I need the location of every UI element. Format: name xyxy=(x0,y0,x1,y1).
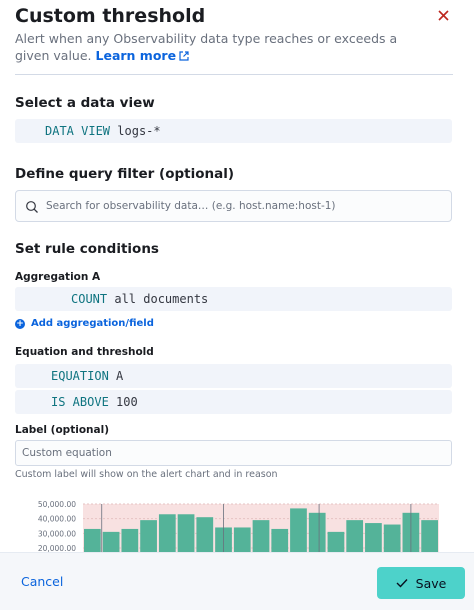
learn-more-link[interactable]: Learn more xyxy=(96,48,190,63)
threshold-value: 100 xyxy=(116,395,138,409)
chart-bar xyxy=(327,531,345,556)
learn-more-text: Learn more xyxy=(95,48,177,63)
data-view-heading: Select a data view xyxy=(15,95,155,111)
equation-keyword: EQUATION xyxy=(51,369,109,383)
equation-label: Equation and threshold xyxy=(15,346,154,358)
add-aggregation-button[interactable]: + Add aggregation/field xyxy=(15,318,154,329)
data-view-value: logs-* xyxy=(117,124,161,138)
chart-bar xyxy=(102,531,120,556)
custom-label-heading: Label (optional) xyxy=(15,424,109,436)
chart-bar xyxy=(346,520,364,556)
chart-bar xyxy=(177,514,195,556)
chart-bar xyxy=(252,520,270,556)
y-tick-label: 50,000.00 xyxy=(38,500,76,509)
equation-expression[interactable]: EQUATION A xyxy=(15,364,452,388)
save-label: Save xyxy=(415,575,447,591)
rule-conditions-heading: Set rule conditions xyxy=(15,241,159,257)
chart-bar xyxy=(308,512,326,556)
chart-bar xyxy=(383,524,401,556)
query-filter-search xyxy=(15,190,452,222)
chart-bar xyxy=(158,514,176,556)
search-icon xyxy=(25,199,39,218)
chart-bar xyxy=(140,520,157,556)
threshold-expression[interactable]: IS ABOVE 100 xyxy=(15,390,452,414)
chart-bar xyxy=(233,527,251,556)
chart-bar xyxy=(421,520,438,556)
aggregation-value: all documents xyxy=(114,292,209,306)
data-view-keyword: DATA VIEW xyxy=(45,124,111,138)
chart-bar xyxy=(121,528,139,556)
y-tick-label: 30,000.00 xyxy=(38,529,76,538)
aggregation-label: Aggregation A xyxy=(15,271,101,283)
threshold-keyword: IS ABOVE xyxy=(51,395,109,409)
data-view-selector[interactable]: DATA VIEW logs-* xyxy=(15,119,452,143)
aggregation-expression[interactable]: COUNT all documents xyxy=(15,287,452,311)
query-filter-heading: Define query filter (optional) xyxy=(15,166,235,182)
cancel-button[interactable]: Cancel xyxy=(21,574,64,589)
custom-label-help: Custom label will show on the alert char… xyxy=(15,469,278,480)
chart-bar xyxy=(365,523,382,556)
flyout-header: Custom threshold Alert when any Observab… xyxy=(15,4,435,65)
custom-label-input[interactable] xyxy=(15,440,452,466)
check-icon xyxy=(396,578,408,588)
chart-bar xyxy=(84,528,101,556)
aggregation-keyword: COUNT xyxy=(71,292,108,306)
add-aggregation-label: Add aggregation/field xyxy=(31,318,154,329)
query-filter-input[interactable] xyxy=(46,191,446,221)
flyout-title: Custom threshold xyxy=(15,5,206,27)
y-tick-label: 40,000.00 xyxy=(38,515,76,524)
chart-bar xyxy=(271,528,289,556)
flyout-footer: Cancel Save xyxy=(0,552,474,610)
plus-circle-icon: + xyxy=(15,318,25,329)
close-icon xyxy=(437,6,449,25)
preview-chart: 50,000.00 40,000.00 30,000.00 20,000.00 xyxy=(38,500,439,556)
header-divider xyxy=(15,74,453,75)
save-button[interactable]: Save xyxy=(377,567,465,599)
y-tick-label: 20,000.00 xyxy=(38,544,76,553)
chart-bar xyxy=(290,508,307,556)
subtitle-text: Alert when any Observability data type r… xyxy=(15,31,398,63)
equation-value: A xyxy=(116,369,124,383)
external-link-icon xyxy=(179,48,189,65)
chart-bar xyxy=(196,517,214,556)
close-button[interactable] xyxy=(434,6,452,24)
flyout-subtitle: Alert when any Observability data type r… xyxy=(15,30,435,65)
